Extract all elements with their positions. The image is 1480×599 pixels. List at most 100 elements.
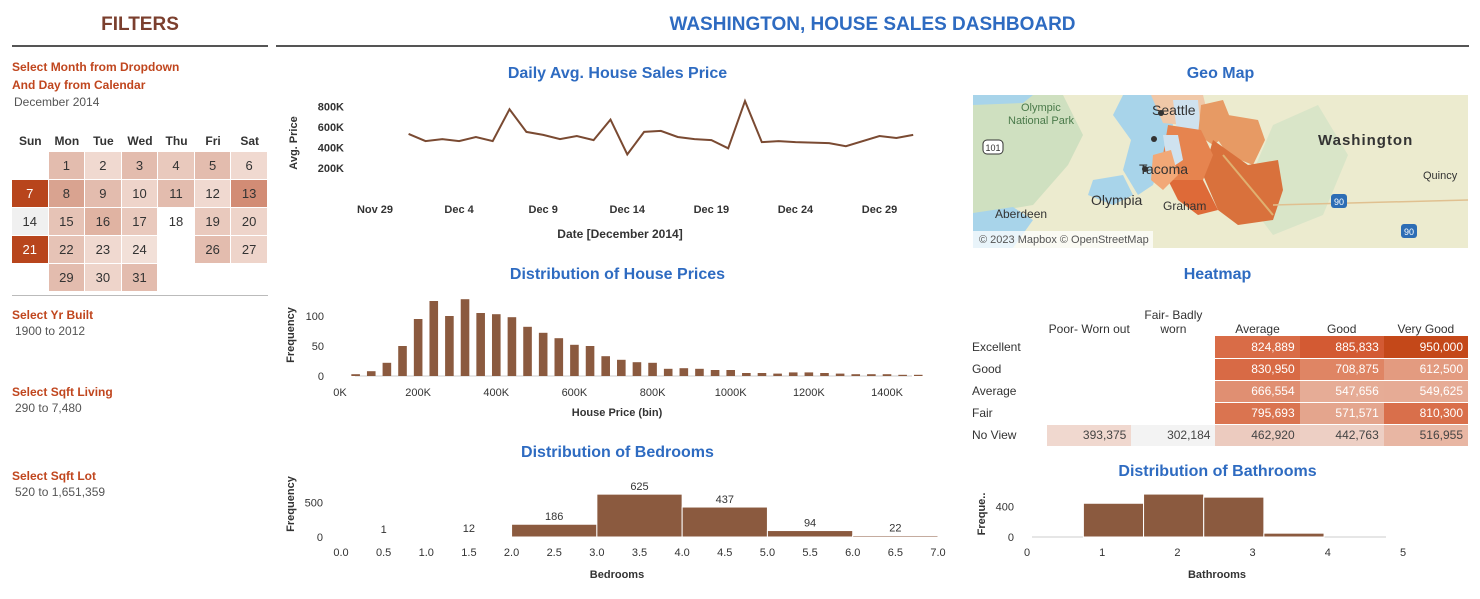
- bathroom-bar: [1203, 496, 1265, 538]
- price-hist-x-tick-label: 1000K: [715, 387, 747, 399]
- calendar-day-16[interactable]: 16: [85, 208, 122, 236]
- heatmap-cell: [1047, 380, 1132, 403]
- calendar-weekday-fri: Fri: [205, 134, 221, 148]
- price-hist-bar: [491, 314, 501, 376]
- daily-price-line-chart: 200K 400K 600K 800K Nov 29 Dec 4 Dec 9 Dec 14 De…: [288, 98, 914, 241]
- heatmap-cell: 302,184: [1131, 424, 1216, 447]
- calendar-day-20[interactable]: 20: [231, 208, 268, 236]
- calendar-day-14[interactable]: 14: [12, 208, 49, 236]
- heatmap-cell: 810,300: [1383, 402, 1468, 425]
- calendar-day-19[interactable]: 19: [194, 208, 232, 236]
- line-x-tick-label: Nov 29: [357, 204, 393, 216]
- calendar-day-18[interactable]: 18: [158, 208, 195, 236]
- map-marker-tacoma: [1142, 166, 1148, 172]
- calendar-weekday-sat: Sat: [240, 134, 259, 148]
- calendar-day-11[interactable]: 11: [158, 180, 195, 208]
- heatmap-row-label: Good: [967, 358, 1048, 381]
- bed-x-tick-label: 4.0: [674, 547, 689, 559]
- heatmap-cell: [1131, 336, 1216, 359]
- heatmap-cell: [1047, 402, 1132, 425]
- map-water-south-sound: [1088, 175, 1133, 205]
- bed-x-tick-label: 1.0: [419, 547, 434, 559]
- price-hist-bar: [570, 344, 579, 376]
- price-hist-bar: [632, 362, 642, 376]
- calendar-day-24[interactable]: 24: [121, 236, 159, 264]
- price-hist-bar: [788, 372, 798, 376]
- price-hist-x-tick-label: 1200K: [793, 387, 825, 399]
- heatmap-row-label: Fair: [967, 402, 1048, 425]
- sqft-lot-value[interactable]: 520 to 1,651,359: [15, 485, 106, 499]
- heatmap-cell: [1131, 358, 1216, 381]
- bathrooms-title: Distribution of Bathrooms: [1118, 463, 1317, 480]
- bedroom-bar: [766, 530, 854, 538]
- calendar-day-21[interactable]: 21: [12, 236, 49, 264]
- calendar-day-27[interactable]: 27: [231, 236, 268, 264]
- heatmap-column-header: Good: [1327, 322, 1357, 336]
- price-hist-y-tick-label: 100: [306, 311, 324, 323]
- bathroom-bar: [1263, 532, 1325, 538]
- price-hist-bar: [445, 316, 454, 376]
- price-hist-title: Distribution of House Prices: [509, 266, 726, 283]
- sqft-living-label: Select Sqft Living: [12, 385, 113, 399]
- yr-built-value[interactable]: 1900 to 2012: [15, 324, 86, 338]
- calendar-day-12[interactable]: 12: [194, 180, 232, 208]
- calendar-weekday-mon: Mon: [54, 134, 80, 148]
- heatmap-cell: 824,889: [1215, 336, 1300, 359]
- heatmap-header-row: Poor- Worn out Fair- Badly worn Average Goo…: [967, 298, 1468, 336]
- bath-y-tick-label: 400: [996, 501, 1014, 513]
- heatmap-cell: 830,950: [1215, 358, 1300, 381]
- calendar-day-29[interactable]: 29: [48, 264, 86, 292]
- price-hist-bar: [523, 326, 532, 376]
- heatmap-cell: 612,500: [1383, 358, 1468, 381]
- calendar-day-9[interactable]: 9: [85, 180, 122, 208]
- calendar: Sun Mon Tue Wed Thu Fri Sat 1 2 3 4 5 6 7 8 9 10 11 12 13 1…: [12, 134, 268, 292]
- price-hist-bar: [710, 370, 720, 376]
- calendar-day-2[interactable]: 2: [85, 152, 122, 180]
- calendar-day-1[interactable]: 1: [48, 152, 86, 180]
- bedroom-bar: [340, 536, 427, 539]
- price-hist-x-tick-label: 600K: [562, 387, 588, 399]
- bed-x-tick-label: 4.5: [717, 547, 732, 559]
- calendar-day-5[interactable]: 5: [194, 152, 232, 180]
- dashboard-title: WASHINGTON, HOUSE SALES DASHBOARD: [669, 14, 1076, 35]
- heatmap-title: Heatmap: [1183, 266, 1252, 283]
- map-label-washington: Washington: [1318, 132, 1413, 149]
- calendar-day-8[interactable]: 8: [48, 180, 86, 208]
- calendar-day-30[interactable]: 30: [85, 264, 122, 292]
- month-dropdown[interactable]: December 2014: [14, 95, 100, 109]
- sqft-lot-label: Select Sqft Lot: [12, 469, 97, 483]
- line-y-tick-label: 400K: [318, 142, 344, 154]
- calendar-day-23[interactable]: 23: [85, 236, 122, 264]
- bed-x-tick-label: 5.5: [802, 547, 817, 559]
- calendar-day-17[interactable]: 17: [121, 208, 159, 236]
- interstate-90-shield-icon: [1331, 194, 1347, 208]
- bed-x-tick-label: 5.0: [760, 547, 775, 559]
- calendar-day-4[interactable]: 4: [158, 152, 195, 180]
- heatmap-row: No View 393,375 302,184 462,920 442,763 516,9…: [967, 424, 1468, 447]
- calendar-day-15[interactable]: 15: [48, 208, 86, 236]
- calendar-day-7[interactable]: 7: [12, 180, 49, 208]
- bedrooms-title: Distribution of Bedrooms: [521, 444, 714, 461]
- price-hist-bar: [366, 371, 376, 376]
- sqft-living-value[interactable]: 290 to 7,480: [15, 401, 82, 415]
- geo-map-canvas: Olympic National Park Seattle Tacoma Oly…: [973, 95, 1468, 248]
- date-filter-label-line1: Select Month from Dropdown: [12, 60, 180, 74]
- calendar-day-26[interactable]: 26: [194, 236, 232, 264]
- calendar-day-6[interactable]: 6: [231, 152, 268, 180]
- calendar-day-3[interactable]: 3: [121, 152, 159, 180]
- heatmap-body: Excellent 824,889 885,833 950,000 Good 830,95…: [967, 336, 1468, 447]
- calendar-day-10[interactable]: 10: [121, 180, 159, 208]
- heatmap-row: Excellent 824,889 885,833 950,000: [967, 336, 1468, 359]
- calendar-day-13[interactable]: 13: [231, 180, 268, 208]
- geo-map[interactable]: Olympic National Park Seattle Tacoma Oly…: [973, 95, 1468, 248]
- calendar-weekday-tue: Tue: [93, 134, 114, 148]
- line-x-tick-label: Dec 14: [610, 204, 646, 216]
- price-hist-bar: [663, 368, 673, 376]
- calendar-weekday-header: Sun Mon Tue Wed Thu Fri Sat: [12, 134, 268, 152]
- heatmap-cell: 462,920: [1215, 424, 1300, 447]
- price-hist-bar: [351, 374, 360, 376]
- calendar-day-31[interactable]: 31: [121, 264, 159, 292]
- bed-x-tick-label: 0.5: [376, 547, 391, 559]
- map-label-olympic: Olympic: [1021, 102, 1061, 114]
- calendar-day-22[interactable]: 22: [48, 236, 86, 264]
